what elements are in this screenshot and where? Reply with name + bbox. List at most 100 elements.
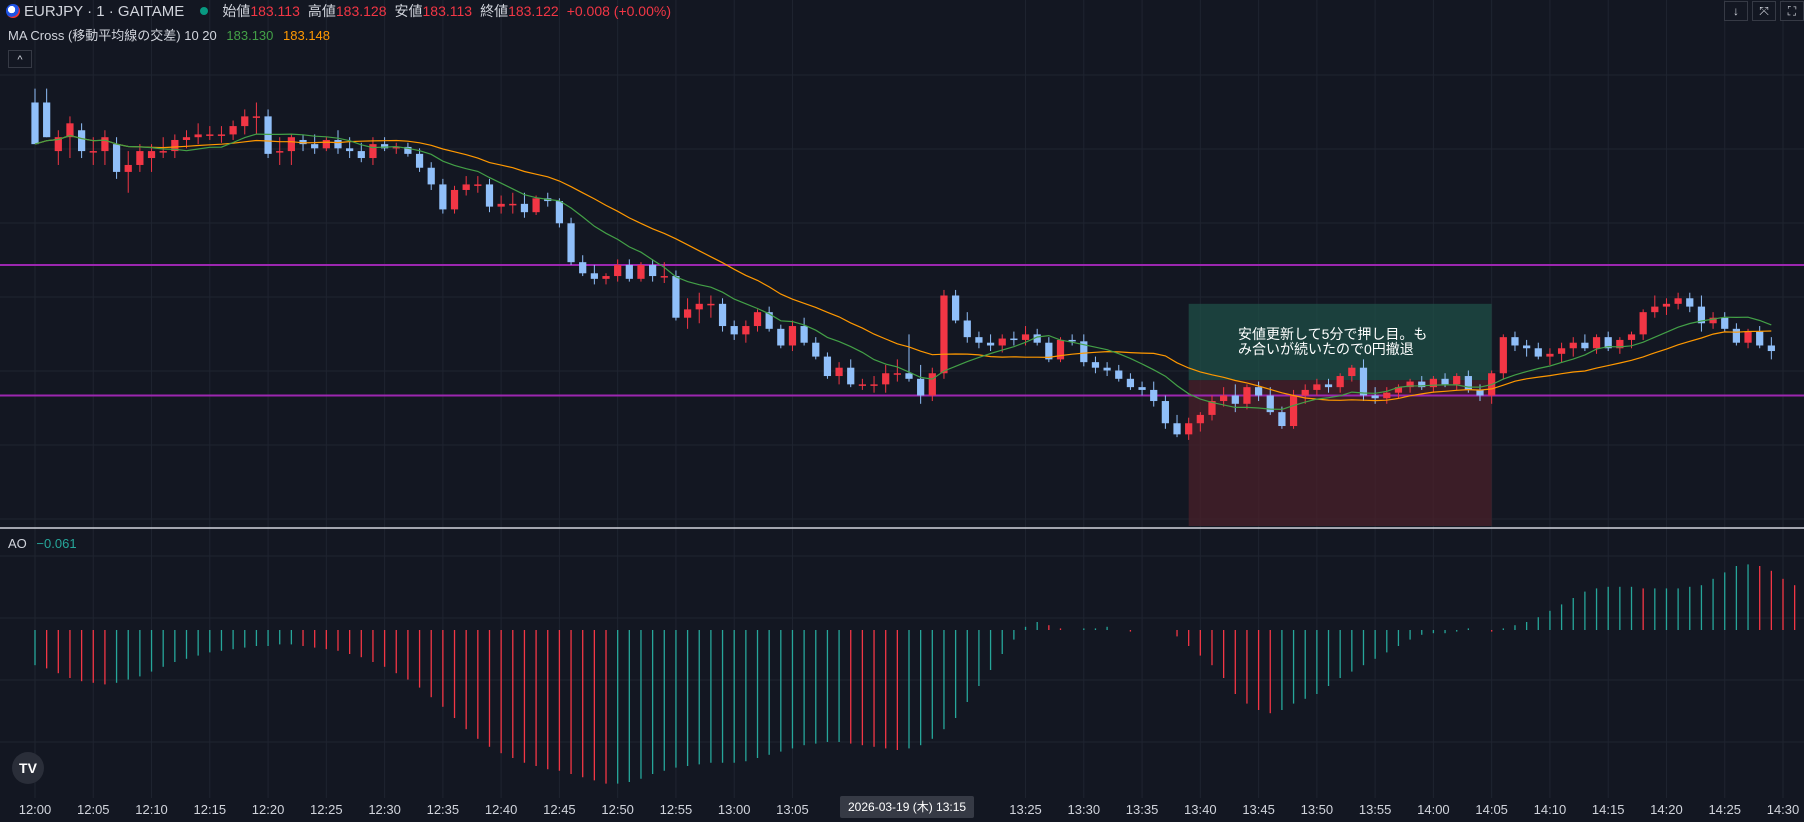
trade-note[interactable]: 安値更新して5分で押し目。も み合いが続いたので0円撤退 xyxy=(1238,327,1427,357)
ma-fast-line xyxy=(34,133,1772,411)
candle-body xyxy=(718,303,727,327)
candle-body xyxy=(788,326,797,346)
candle-body xyxy=(1045,342,1053,360)
time-tick-label: 12:25 xyxy=(310,802,343,817)
candle-body xyxy=(905,373,913,379)
tradingview-logo[interactable]: TV xyxy=(12,752,44,784)
candle-body xyxy=(1313,384,1321,390)
candle-body xyxy=(31,102,39,145)
move-down-button[interactable]: ↓ xyxy=(1724,1,1748,21)
candle-body xyxy=(89,151,97,153)
candle-body xyxy=(1616,339,1624,349)
candle-body xyxy=(1453,376,1461,385)
time-tick-label: 12:45 xyxy=(543,802,576,817)
candle-body xyxy=(1278,412,1286,427)
candle-body xyxy=(520,203,529,213)
candle-body xyxy=(54,137,62,152)
flag-icon xyxy=(6,4,20,18)
open-value: 183.113 xyxy=(250,3,300,19)
time-tick-label: 12:35 xyxy=(426,802,460,817)
candle-body xyxy=(695,303,703,310)
candle-body xyxy=(1651,306,1659,313)
candle-body xyxy=(136,151,144,165)
symbol-title[interactable]: EURJPY · 1 · GAITAME xyxy=(24,2,185,20)
candle-body xyxy=(1464,376,1472,390)
candle-body xyxy=(1418,381,1426,388)
candle-body xyxy=(217,134,226,136)
candle-body xyxy=(380,144,389,149)
low-value: 183.113 xyxy=(422,3,473,19)
candle-body xyxy=(1173,423,1181,435)
candle-body xyxy=(276,151,284,153)
candle-body xyxy=(346,148,354,152)
time-tick-label: 13:55 xyxy=(1358,802,1392,817)
candle-body xyxy=(112,144,121,172)
candle-body xyxy=(78,130,86,152)
time-axis[interactable]: 12:00 12:05 12:10 12:15 12:20 12:25 12:30 12:35… xyxy=(0,798,1804,822)
time-tick-label: 14:10 xyxy=(1533,802,1567,817)
ma-legend[interactable]: MA Cross (移動平均線の交差) 10 20 183.130 183.14… xyxy=(8,25,330,44)
candle-body xyxy=(287,137,295,152)
candle-body xyxy=(1557,348,1566,354)
candle-body xyxy=(1697,306,1706,324)
candle-body xyxy=(1220,395,1228,402)
candle-body xyxy=(497,203,505,207)
candle-body xyxy=(1196,414,1204,424)
candle-body xyxy=(450,189,459,210)
candle-body xyxy=(509,203,517,206)
candle-body xyxy=(1592,337,1601,349)
close-label: 終値 xyxy=(480,3,509,19)
candle-body xyxy=(986,342,995,346)
candle-body xyxy=(299,139,307,145)
candle-body xyxy=(66,123,74,138)
profit-zone xyxy=(1188,303,1492,381)
candle-body xyxy=(1744,331,1752,343)
crosshair-date-label: 2026-03-19 (木) 13:15 xyxy=(840,796,975,818)
candle-body xyxy=(590,273,598,279)
candle-body xyxy=(1546,353,1554,357)
candle-body xyxy=(392,146,400,149)
candle-body xyxy=(369,144,377,159)
candle-body xyxy=(1359,367,1368,396)
collapse-legend-button[interactable]: ^ xyxy=(8,50,32,68)
candle-body xyxy=(812,342,820,357)
candle-body xyxy=(1686,298,1694,307)
ao-legend[interactable]: AO −0.061 xyxy=(8,536,77,551)
candle-body xyxy=(858,384,866,386)
candle-body xyxy=(952,295,960,321)
candle-body xyxy=(462,184,470,190)
time-tick-label: 13:05 xyxy=(776,802,809,817)
candle-body xyxy=(1709,317,1717,324)
candle-body xyxy=(625,264,633,279)
time-tick-label: 14:15 xyxy=(1591,802,1625,817)
candle-body xyxy=(334,139,342,149)
maximize-pane-button[interactable]: ⤧ xyxy=(1752,1,1776,21)
candle-body xyxy=(707,303,715,306)
candle-body xyxy=(835,367,843,377)
candle-body xyxy=(322,139,330,149)
candle-body xyxy=(1138,387,1146,390)
candle-body xyxy=(765,312,773,329)
candle-body xyxy=(206,134,214,136)
candle-body xyxy=(1441,378,1449,385)
time-tick-label: 14:00 xyxy=(1417,802,1450,817)
candle-body xyxy=(311,144,319,149)
time-tick-label: 13:50 xyxy=(1300,802,1334,817)
candle-body xyxy=(1091,362,1100,368)
fullscreen-button[interactable]: ⛶ xyxy=(1780,1,1804,21)
candle-body xyxy=(847,367,855,385)
change-value: +0.008 (+0.00%) xyxy=(566,3,671,19)
candle-body xyxy=(1476,389,1484,396)
candle-body xyxy=(823,356,832,377)
candle-body xyxy=(567,223,575,263)
candle-body xyxy=(1324,384,1333,388)
candle-body xyxy=(357,151,365,159)
candle-body xyxy=(194,134,202,138)
time-tick-label: 12:00 xyxy=(18,802,52,817)
candle-body xyxy=(1080,341,1088,363)
candle-body xyxy=(1569,342,1577,349)
candle-body xyxy=(1767,345,1775,352)
candle-body xyxy=(1348,367,1356,377)
